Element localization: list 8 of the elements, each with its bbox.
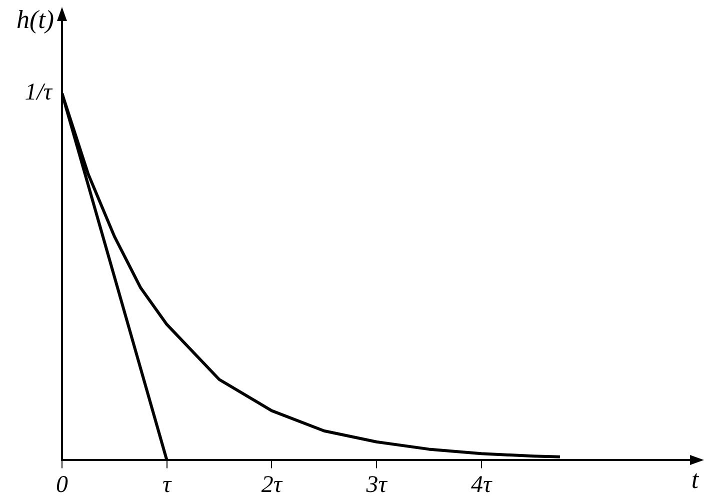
x-axis-title: t (691, 465, 700, 494)
x-tick-label: 4τ (471, 472, 494, 498)
x-tick-label: 3τ (365, 472, 388, 498)
x-tick-label: 2τ (261, 472, 284, 498)
annotation: 1/τ (24, 80, 54, 106)
x-tick-label: τ (162, 472, 173, 498)
x-tick-label: 0 (56, 472, 68, 498)
y-axis-title: h(t) (16, 4, 54, 34)
